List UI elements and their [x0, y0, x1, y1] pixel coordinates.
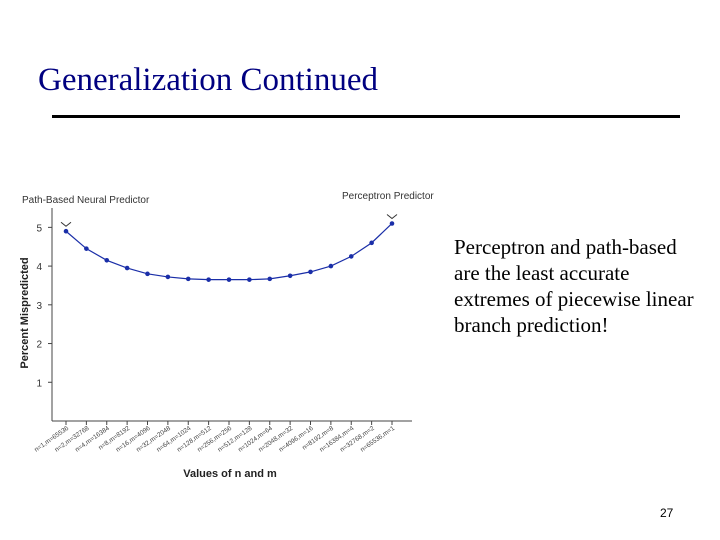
series-group — [60, 214, 398, 282]
data-point — [287, 273, 293, 279]
data-point — [63, 228, 69, 234]
right-extreme-pointer — [386, 214, 398, 220]
misprediction-chart: Path-Based Neural Predictor Perceptron P… — [19, 191, 434, 480]
data-point — [247, 277, 252, 282]
x-tick-group: n=1,m=65536n=2,m=32768n=4,m=16384n=8,m=8… — [33, 421, 396, 454]
data-point — [124, 265, 130, 271]
y-tick-label: 4 — [36, 262, 42, 273]
y-tick-label: 2 — [36, 340, 42, 351]
x-axis-title: Values of n and m — [183, 468, 277, 480]
data-point — [104, 257, 110, 263]
data-point — [84, 246, 89, 251]
y-axis-title: Percent Mispredicted — [19, 257, 31, 368]
data-point — [328, 263, 334, 269]
data-point — [369, 240, 374, 246]
y-tick-label: 3 — [36, 301, 42, 312]
slide-body-text: Perceptron and path-based are the least … — [454, 235, 694, 337]
right-extreme-label: Perceptron Predictor — [342, 191, 434, 202]
data-point — [267, 276, 273, 282]
slide-number: 27 — [660, 506, 674, 520]
title-underline — [32, 115, 680, 118]
title-underline-gap — [32, 115, 52, 118]
y-tick-label: 1 — [36, 378, 42, 389]
left-extreme-pointer — [60, 221, 72, 227]
data-point — [226, 277, 232, 282]
data-point — [145, 271, 150, 277]
data-point — [308, 269, 313, 275]
left-extreme-label: Path-Based Neural Predictor — [22, 195, 150, 206]
slide-title: Generalization Continued — [38, 62, 378, 98]
data-point — [389, 221, 395, 226]
series-line — [65, 223, 393, 281]
data-point — [165, 274, 171, 280]
chart-panel: Path-Based Neural Predictor Perceptron P… — [14, 183, 444, 483]
data-point — [206, 277, 211, 282]
data-point — [185, 276, 191, 282]
y-tick-label: 5 — [36, 223, 42, 234]
y-tick-group: 1 2 3 4 5 — [36, 223, 52, 389]
data-point — [348, 254, 354, 259]
